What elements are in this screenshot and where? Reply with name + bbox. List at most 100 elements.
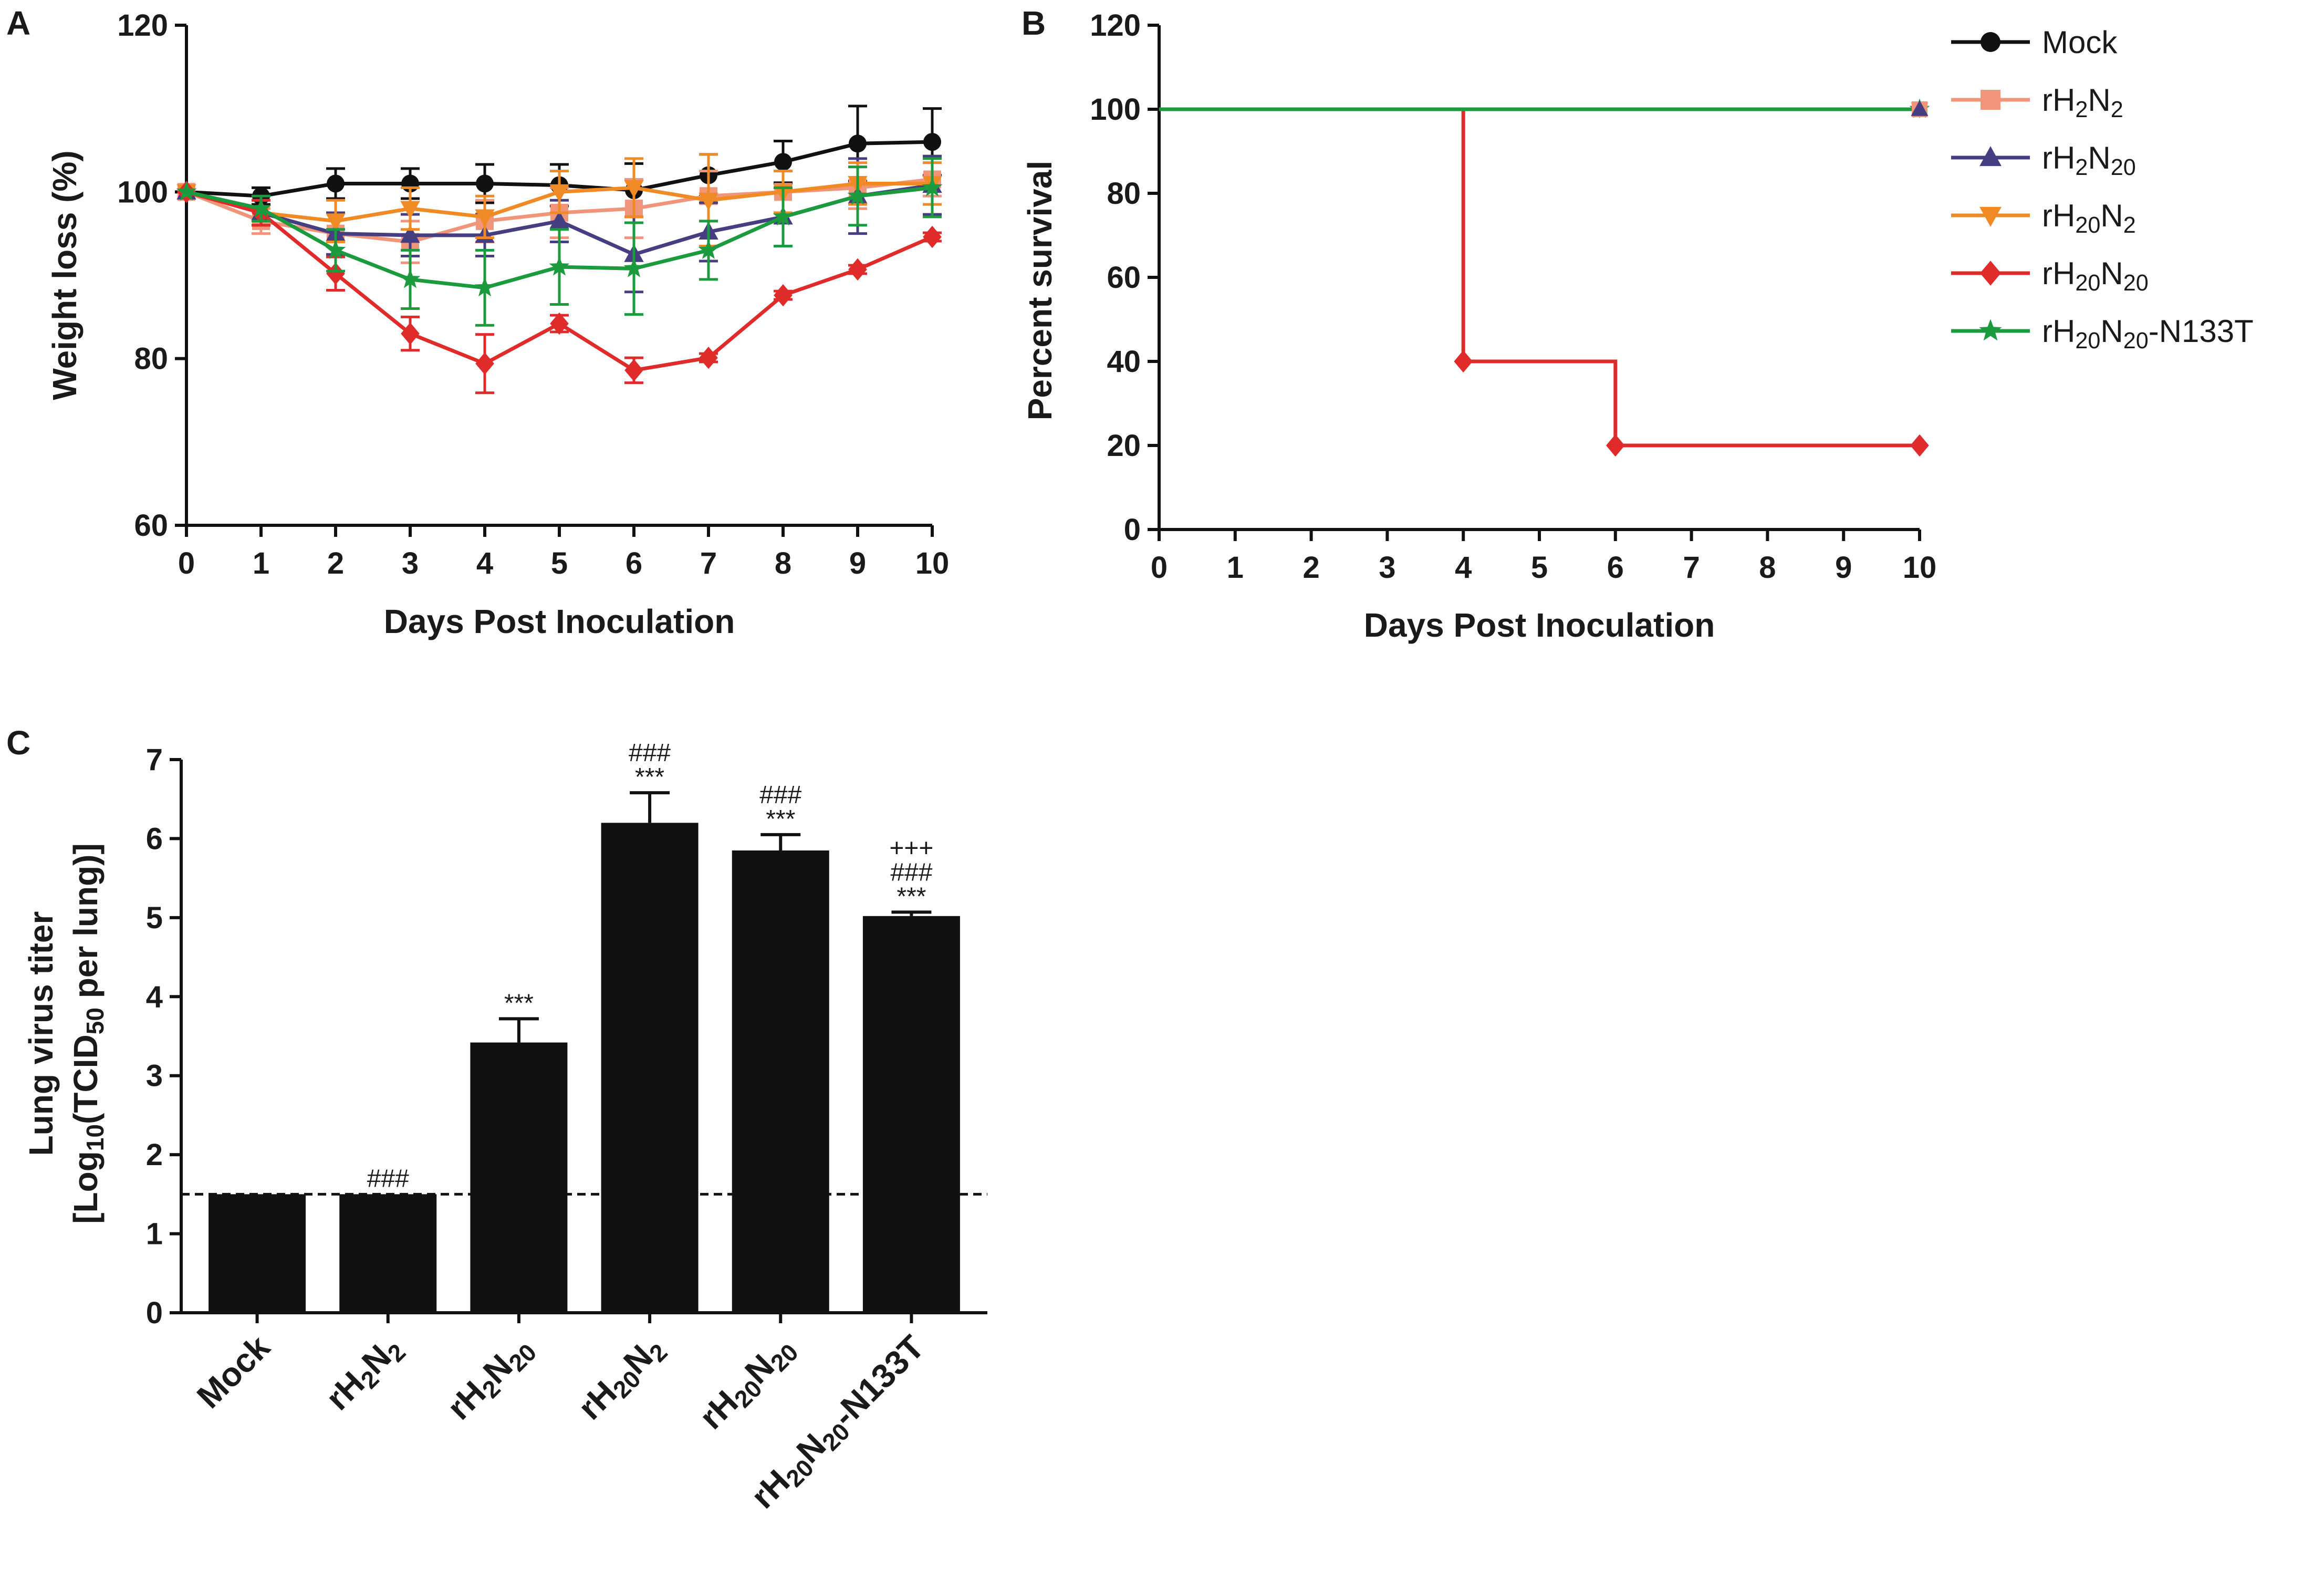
data-point xyxy=(326,262,345,285)
bar-group: Mock xyxy=(190,1194,306,1416)
bar-group: *** rH2​N20​ xyxy=(440,989,568,1427)
category-label: rH2​N2​ xyxy=(319,1328,411,1420)
legend-entry: Mock xyxy=(1951,25,2118,60)
data-point xyxy=(549,211,569,229)
y-tick-label: 40 xyxy=(1107,345,1141,379)
data-point xyxy=(848,258,867,281)
panel-a-label: A xyxy=(6,4,30,42)
y-tick-label: 80 xyxy=(1107,177,1141,211)
y-tick-label: 100 xyxy=(1090,92,1141,127)
x-tick-label: 1 xyxy=(253,546,269,580)
category-label: rH20​N20​ xyxy=(692,1328,804,1439)
panel-b-label: B xyxy=(1022,4,1046,42)
legend-marker xyxy=(1980,261,2001,286)
data-point xyxy=(624,180,644,198)
legend-label: rH20​N20​-N133T xyxy=(2042,314,2254,354)
x-tick-label: 6 xyxy=(1607,551,1624,585)
y-axis-title: Percent survival xyxy=(1021,161,1059,421)
x-tick-label: 0 xyxy=(1151,551,1168,585)
data-point xyxy=(475,209,495,227)
series-rH20N20 xyxy=(177,181,942,395)
bar-group: ***### rH20​N20​ xyxy=(692,781,829,1439)
y-tick-label: 0 xyxy=(1124,513,1141,547)
significance-label: ### xyxy=(629,739,671,767)
y-axis-title: Lung virus titer xyxy=(22,911,60,1156)
legend-label: Mock xyxy=(2042,25,2118,60)
legend-entry: rH20​N20​-N133T xyxy=(1951,314,2254,354)
significance-label: ### xyxy=(367,1165,409,1192)
legend-entry: rH2​N20​ xyxy=(1951,140,2136,180)
weight-loss-chart: 60 80 100 120 0 1 2 3 4 5 6 7 8 9 10 Days Post Inoculat… xyxy=(46,8,949,640)
legend-marker xyxy=(1979,206,2002,227)
data-point xyxy=(774,153,792,171)
x-tick-label: 4 xyxy=(1455,551,1472,585)
category-label: Mock xyxy=(190,1328,277,1416)
data-point xyxy=(400,225,420,243)
data-point xyxy=(325,240,346,259)
data-point xyxy=(476,174,494,193)
significance-label: *** xyxy=(897,883,926,910)
legend-entry: rH20​N2​ xyxy=(1951,198,2136,238)
data-point xyxy=(400,268,421,288)
data-point xyxy=(847,185,868,205)
significance-label: *** xyxy=(504,989,534,1017)
y-tick-label: 120 xyxy=(117,8,168,43)
x-axis-title: Days Post Inoculation xyxy=(1364,606,1715,644)
y-tick-label: 6 xyxy=(146,822,163,856)
bar xyxy=(209,1194,306,1313)
data-point xyxy=(699,192,718,211)
y-tick-label: 120 xyxy=(1090,8,1141,43)
data-point xyxy=(774,284,793,307)
y-tick-label: 7 xyxy=(146,743,163,777)
category-label: rH20​N2​ xyxy=(571,1328,673,1430)
survival-chart: 0 20 40 60 80 100 120 0 1 2 3 4 5 6 7 8 9 10 Days Post Ino… xyxy=(1021,8,1936,644)
data-point xyxy=(623,257,644,277)
x-tick-label: 5 xyxy=(1531,551,1548,585)
data-point xyxy=(624,359,643,382)
x-tick-label: 6 xyxy=(626,546,642,580)
significance-label: +++ xyxy=(889,834,933,862)
bar xyxy=(601,823,699,1313)
y-tick-label: 2 xyxy=(146,1138,163,1172)
x-tick-label: 10 xyxy=(1903,551,1937,585)
y-tick-label: 5 xyxy=(146,901,163,935)
x-tick-label: 2 xyxy=(327,546,344,580)
panel-c-label: C xyxy=(6,724,30,762)
data-point xyxy=(549,256,570,276)
series-rH20N20 xyxy=(1159,107,1929,457)
legend-label: rH20​N20​ xyxy=(2042,256,2149,296)
data-point xyxy=(251,198,272,217)
survival-step-line xyxy=(1159,107,1920,448)
bar xyxy=(470,1042,568,1313)
x-tick-label: 8 xyxy=(1759,551,1776,585)
data-point xyxy=(923,225,942,248)
y-tick-label: 60 xyxy=(134,508,168,543)
x-tick-label: 7 xyxy=(1683,551,1700,585)
legend-entry: rH20​N20​ xyxy=(1951,256,2149,296)
legend-marker xyxy=(1979,146,2002,167)
data-point xyxy=(849,134,867,153)
y-tick-label: 0 xyxy=(146,1296,163,1330)
data-point xyxy=(923,133,941,151)
x-tick-label: 3 xyxy=(402,546,419,580)
y-tick-label: 3 xyxy=(146,1059,163,1093)
x-tick-label: 4 xyxy=(476,546,493,580)
y-axis-title-units: [Log10​(TCID50​ per lung)] xyxy=(67,843,109,1224)
data-point xyxy=(176,181,197,201)
bar-group: ### rH2​N2​ xyxy=(319,1165,437,1420)
legend: Mock rH2​N2​ rH2​N20​ rH20​N2​ rH20​N20​ rH20… xyxy=(1951,25,2254,354)
legend-label: rH20​N2​ xyxy=(2042,198,2136,238)
x-axis-title: Days Post Inoculation xyxy=(384,603,735,640)
data-point xyxy=(1910,434,1929,457)
y-tick-label: 4 xyxy=(146,980,163,1014)
y-tick-label: 100 xyxy=(117,175,168,209)
legend-label: rH2​N20​ xyxy=(2042,140,2136,180)
data-point xyxy=(773,206,794,226)
series-rH20N20-N133T xyxy=(176,157,943,327)
bar xyxy=(339,1194,437,1313)
data-point xyxy=(922,177,943,196)
legend-marker xyxy=(1981,90,2000,110)
y-tick-label: 1 xyxy=(146,1217,163,1251)
bar xyxy=(862,916,960,1313)
y-tick-label: 20 xyxy=(1107,429,1141,463)
